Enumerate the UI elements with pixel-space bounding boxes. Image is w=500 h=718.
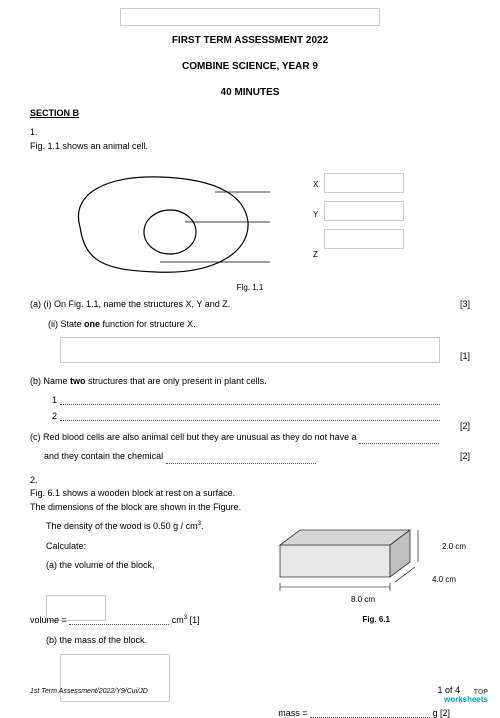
top-name-box[interactable]: [120, 8, 380, 26]
q1-c-line2: and they contain the chemical: [44, 451, 166, 461]
q2-l2: The dimensions of the block are shown in…: [30, 502, 241, 512]
q1-number: 1.: [30, 126, 44, 140]
q1-b-1: 1: [52, 395, 60, 405]
label-y: Y: [313, 210, 318, 219]
q1-c-blank2[interactable]: [166, 454, 316, 464]
dim-w: 8.0 cm: [351, 595, 375, 604]
q2-mass-blank[interactable]: [310, 708, 430, 718]
q1-a-ii-post: function for structure X.: [100, 319, 196, 329]
fig-6-1-caption: Fig. 6.1: [362, 615, 390, 624]
q1-b-2: 2: [52, 411, 60, 421]
q2-l1: Fig. 6.1 shows a wooden block at rest on…: [30, 488, 235, 498]
q1-a-ii-pre: (ii) State: [48, 319, 84, 329]
q2-b: (b) the mass of the block.: [30, 634, 470, 648]
q2-calc: Calculate:: [46, 540, 230, 554]
q2-density: The density of the wood is 0.50 g / cm: [46, 521, 198, 531]
watermark: TOPworksheets: [444, 688, 488, 703]
cell-diagram: [50, 167, 270, 282]
q1-intro: Fig. 1.1 shows an animal cell.: [30, 140, 454, 154]
answer-box-x[interactable]: [324, 173, 404, 193]
q2-vol-unit: cm: [169, 615, 184, 625]
q2-vol-pre: volume =: [30, 615, 69, 625]
q1-a-ii-mark: [1]: [460, 351, 470, 361]
q1-b-mark: [2]: [460, 421, 470, 431]
q2-mass-post: g [2]: [430, 708, 450, 718]
title-1: FIRST TERM ASSESSMENT 2022: [30, 35, 470, 46]
q2-a: (a) the volume of the block,: [46, 559, 230, 573]
q1-a-i-mark: [3]: [460, 298, 470, 312]
label-x: X: [313, 180, 318, 189]
q1-b-pre: (b) Name: [30, 376, 70, 386]
q1-c-pre: (c) Red blood cells are also animal cell…: [30, 432, 359, 442]
q1-b-post: structures that are only present in plan…: [86, 376, 267, 386]
section-b-heading: SECTION B: [30, 108, 470, 118]
q1-a-i: (a) (i) On Fig. 1.1, name the structures…: [30, 299, 230, 309]
fig-1-1-caption: Fig. 1.1: [30, 283, 470, 292]
title-3: 40 MINUTES: [30, 87, 470, 98]
title-2: COMBINE SCIENCE, YEAR 9: [30, 61, 470, 72]
q1-c-blank1[interactable]: [359, 434, 439, 444]
q1-b-1-line[interactable]: [60, 395, 440, 405]
dim-d: 4.0 cm: [432, 575, 456, 584]
dim-h: 2.0 cm: [442, 542, 466, 551]
q2-vol-mark: [1]: [187, 615, 200, 625]
label-z: Z: [313, 250, 318, 259]
q1-b-bold: two: [70, 376, 86, 386]
answer-box-z[interactable]: [324, 229, 404, 249]
q2-number: 2.: [30, 474, 44, 488]
q1-a-ii-bold: one: [84, 319, 100, 329]
q1-a-ii-answer-box[interactable]: [60, 337, 440, 363]
q1-b-2-line[interactable]: [60, 411, 440, 421]
q2-mass-pre: mass =: [278, 708, 310, 718]
q2-vol-blank[interactable]: [69, 615, 169, 625]
q1-c-mark: [2]: [460, 450, 470, 464]
answer-box-y[interactable]: [324, 201, 404, 221]
footer-left: 1st Term Assessment/2022/Y9/Cui/JD: [30, 688, 148, 695]
